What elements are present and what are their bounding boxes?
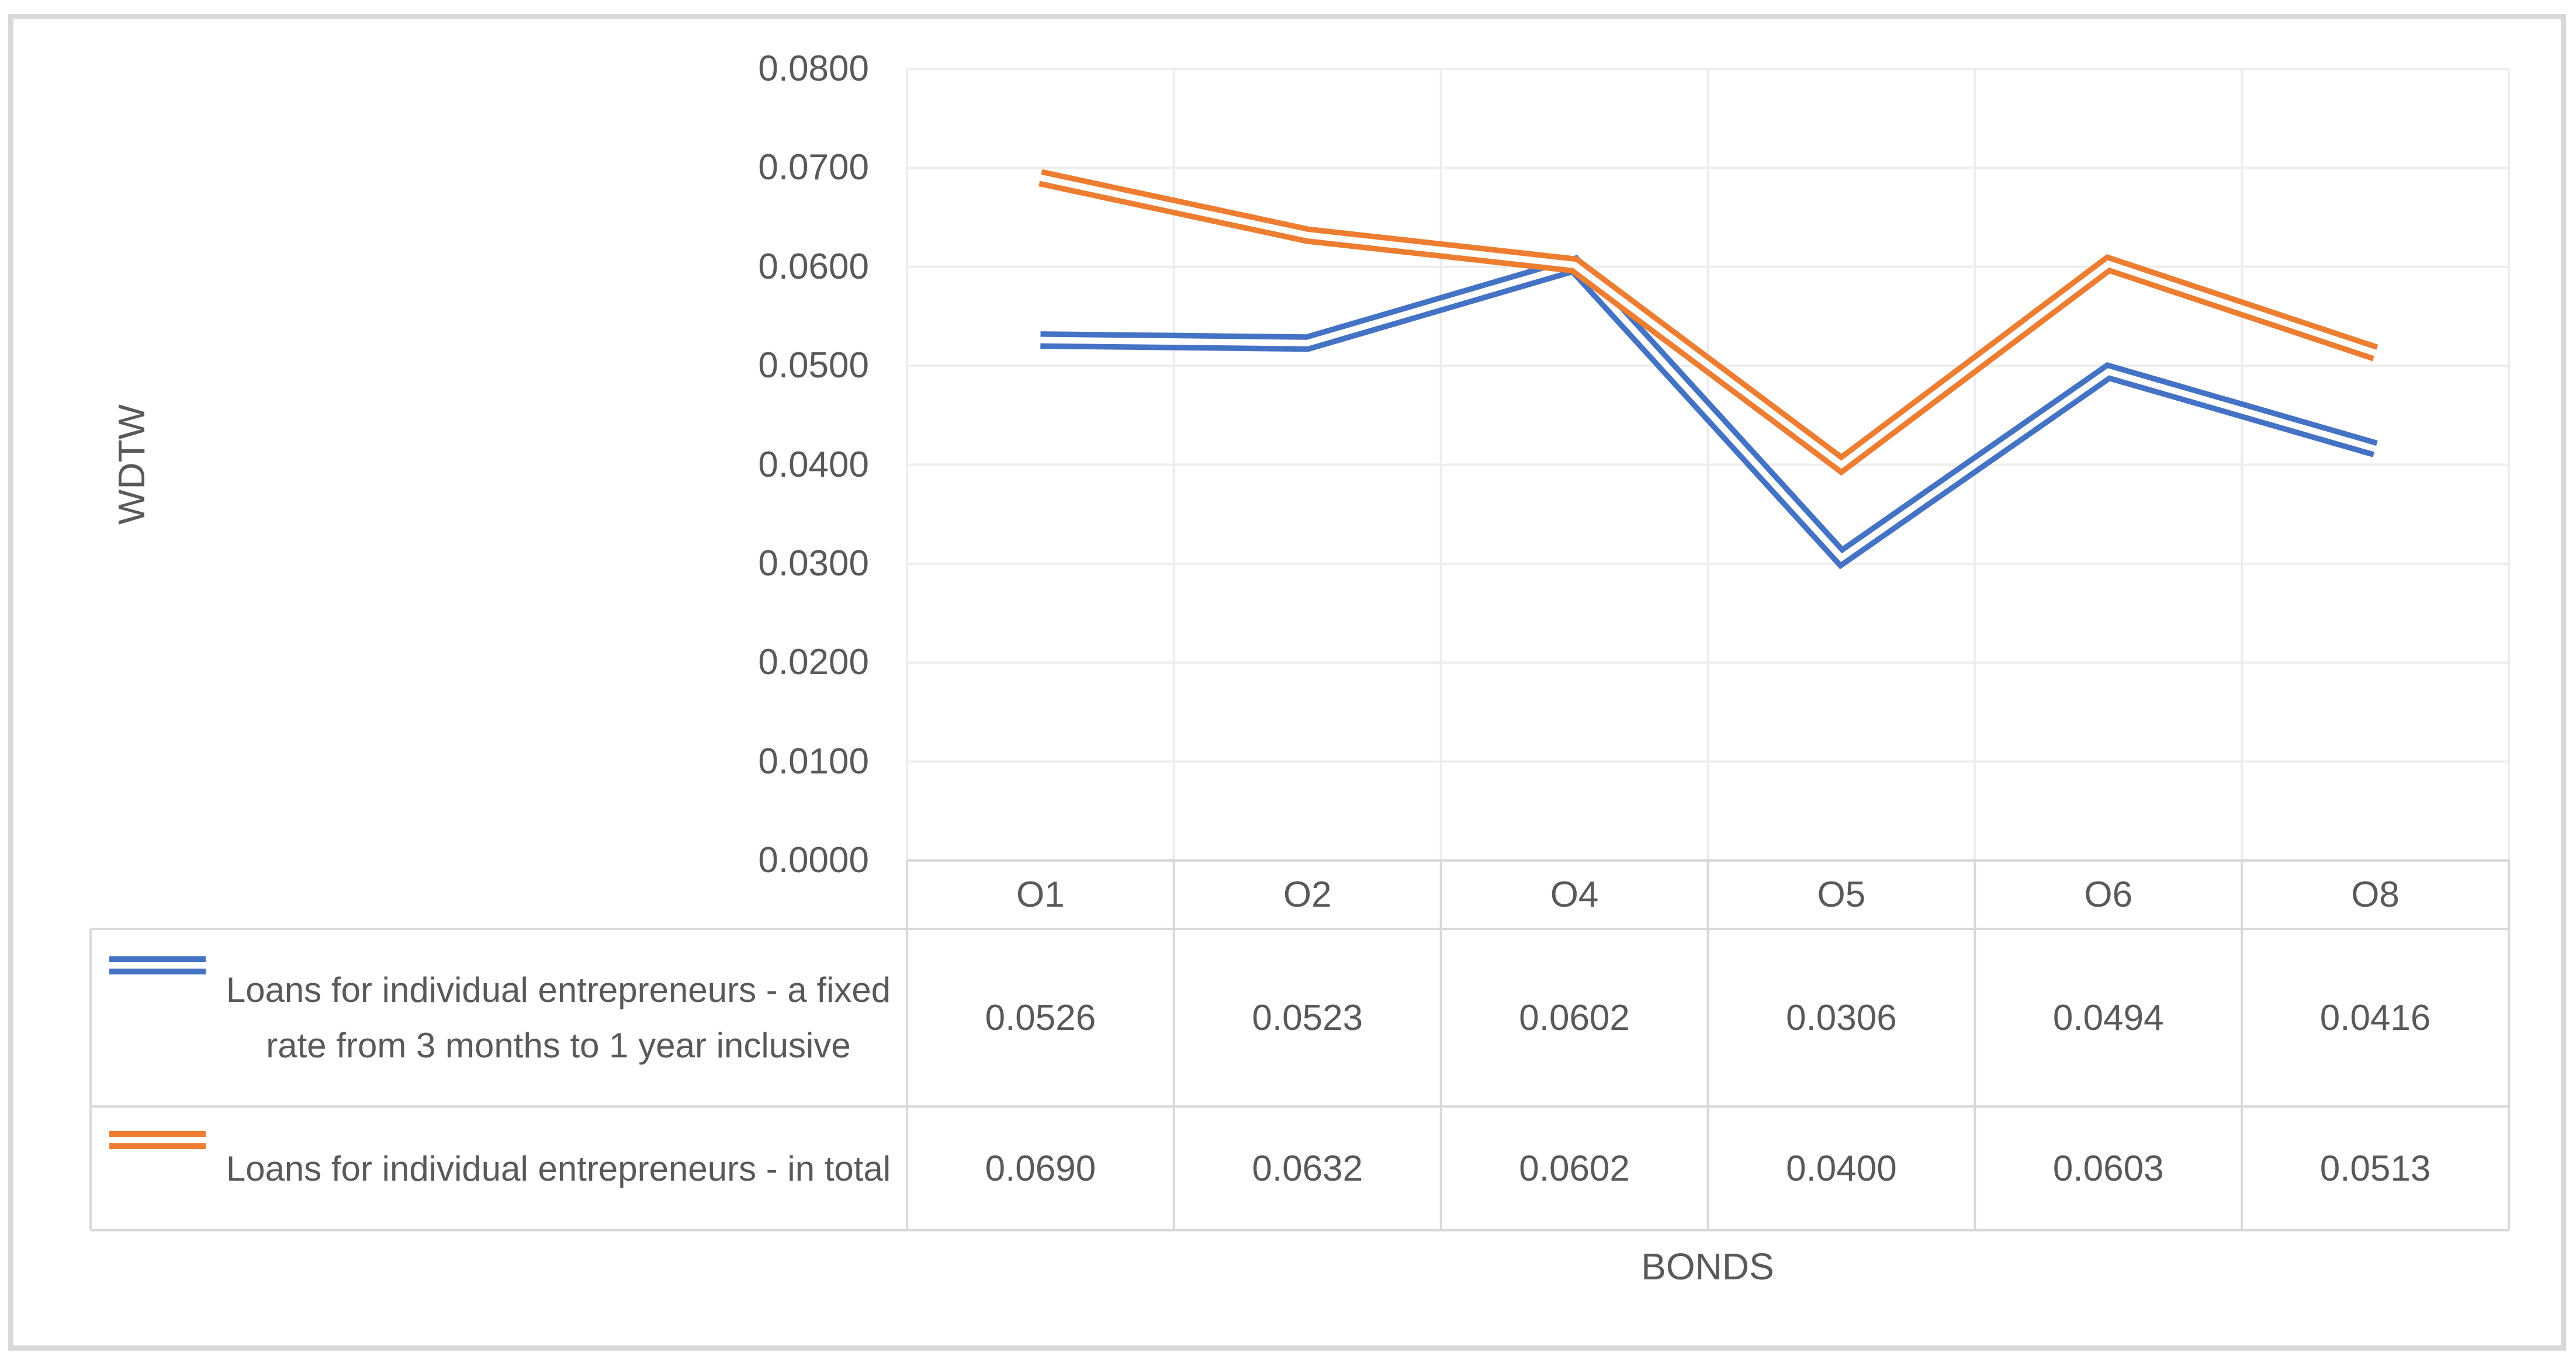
value-cell: 0.0513: [2319, 1148, 2431, 1189]
y-tick-label: 0.0100: [758, 741, 869, 782]
series-line-1-core: [1040, 261, 2377, 562]
value-cell: 0.0306: [1786, 997, 1897, 1038]
value-cell: 0.0416: [2319, 997, 2431, 1038]
value-cell: 0.0526: [985, 997, 1096, 1038]
y-tick-label: 0.0300: [758, 543, 869, 584]
legend-row-1: Loans for individual entrepreneurs - a f…: [91, 929, 907, 1106]
y-tick-label: 0.0600: [758, 246, 869, 287]
y-tick-label: 0.0200: [758, 642, 869, 683]
category-cell: O5: [1817, 875, 1866, 915]
value-cell: 0.0602: [1519, 997, 1630, 1038]
value-cell: 0.0632: [1252, 1148, 1363, 1189]
value-cell: 0.0400: [1786, 1148, 1897, 1189]
value-cell: 0.0602: [1519, 1148, 1630, 1189]
legend-series-name: Loans for individual entrepreneurs - in …: [226, 1149, 891, 1188]
category-cell: O2: [1283, 875, 1332, 915]
y-tick-label: 0.0700: [758, 147, 869, 188]
y-tick-label: 0.0500: [758, 345, 869, 386]
category-cell: O4: [1550, 875, 1599, 915]
legend-row-2: Loans for individual entrepreneurs - in …: [91, 1106, 907, 1230]
value-cell: 0.0523: [1252, 997, 1363, 1038]
series-line-2-core: [1040, 174, 2377, 469]
y-tick-label: 0.0400: [758, 444, 869, 485]
plot-gridlines: [906, 68, 2510, 861]
legend-double-line-icon: [109, 956, 206, 974]
value-cell: 0.0494: [2052, 997, 2164, 1038]
legend-series-name: Loans for individual entrepreneurs - a f…: [226, 970, 891, 1065]
y-tick-label: 0.0800: [758, 48, 869, 89]
category-cell: O6: [2084, 875, 2133, 915]
value-cell: 0.0603: [2052, 1148, 2164, 1189]
y-tick-label: 0.0000: [758, 840, 869, 880]
category-cell: O8: [2351, 875, 2400, 915]
legend-double-line-icon: [109, 1131, 206, 1149]
y-axis-title: WDTW: [110, 404, 153, 525]
category-cell: O1: [1016, 875, 1065, 915]
value-cell: 0.0690: [985, 1148, 1096, 1189]
x-axis-title: BONDS: [1641, 1245, 1774, 1288]
table-borders: [89, 859, 2510, 1231]
